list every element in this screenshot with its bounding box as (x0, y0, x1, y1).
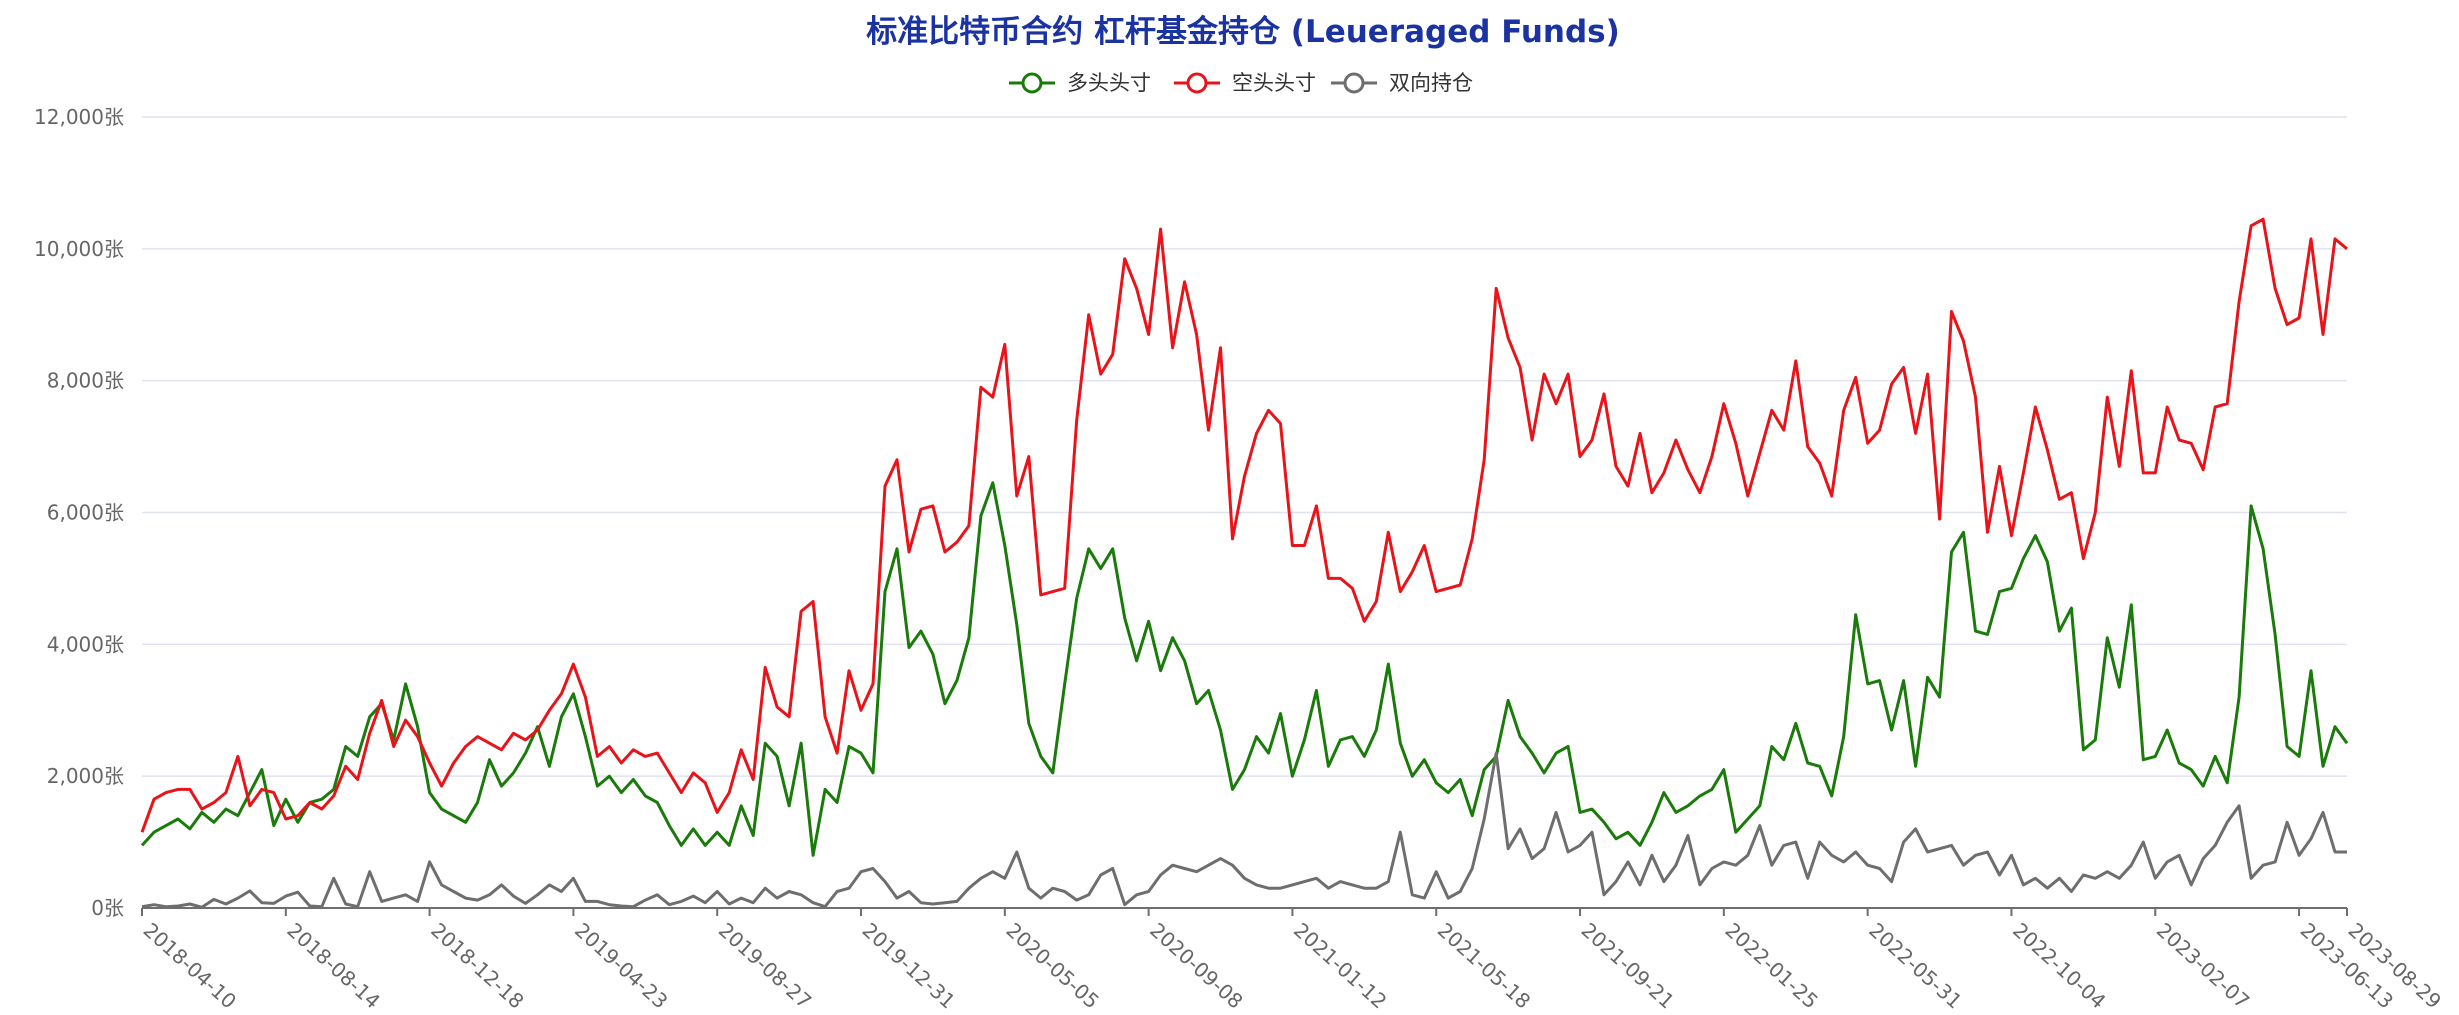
x-tick-label: 2022-01-25 (1721, 918, 1823, 1014)
x-tick-label: 2020-09-08 (1145, 918, 1247, 1014)
legend-label: 双向持仓 (1389, 71, 1473, 95)
series-line-3 (141, 751, 2347, 909)
y-tick-label: 0张 (91, 896, 124, 920)
legend-circle-icon (1186, 72, 1208, 94)
y-tick-label: 6,000张 (47, 501, 124, 525)
legend-item-3[interactable]: 双向持仓 (1331, 71, 1473, 95)
series-line-1 (140, 481, 2349, 857)
legend-circle-icon (1343, 72, 1365, 94)
y-tick-label: 10,000张 (34, 237, 124, 261)
x-tick-label: 2022-10-04 (2008, 918, 2110, 1014)
y-tick-label: 4,000张 (47, 632, 124, 656)
x-tick-label: 2019-08-27 (714, 918, 816, 1014)
x-tick-label: 2021-09-21 (1577, 918, 1679, 1014)
legend-label: 多头头寸 (1067, 71, 1151, 95)
legend-label: 空头头寸 (1232, 71, 1316, 95)
x-tick-label: 2018-12-18 (426, 918, 528, 1014)
x-tick-label: 2018-04-10 (139, 918, 241, 1014)
x-tick-label: 2019-04-23 (570, 918, 672, 1014)
legend-item-2[interactable]: 空头头寸 (1174, 71, 1316, 95)
legend-circle-icon (1021, 72, 1043, 94)
legend-item-1[interactable]: 多头头寸 (1009, 71, 1151, 95)
x-tick-label: 2022-05-31 (1864, 918, 1966, 1014)
grid-lines (142, 116, 2347, 777)
y-axis-ticks: 0张 2,000张 4,000张 6,000张 8,000张 10,000张 12,000张 (34, 105, 124, 920)
y-tick-label: 12,000张 (34, 105, 124, 129)
series-line-2 (140, 217, 2348, 833)
x-tick-label: 2019-12-31 (858, 918, 960, 1014)
y-tick-label: 8,000张 (47, 369, 124, 393)
x-axis: 2018-04-10 2018-08-14 2018-12-18 2019-04-23… (139, 907, 2446, 1014)
x-tick-label: 2020-05-05 (1001, 918, 1103, 1014)
y-tick-label: 2,000张 (47, 764, 124, 788)
legend[interactable]: 多头头寸 空头头寸 双向持仓 (1009, 71, 1473, 95)
x-tick-label: 2021-01-12 (1289, 918, 1391, 1014)
chart-title: 标准比特币合约 杠杆基金持仓 (Leueraged Funds) (866, 14, 1620, 50)
series-lines (140, 217, 2349, 909)
x-tick-label: 2018-08-14 (282, 918, 384, 1014)
x-tick-label: 2023-02-07 (2152, 918, 2254, 1014)
x-tick-label: 2021-05-18 (1433, 918, 1535, 1014)
